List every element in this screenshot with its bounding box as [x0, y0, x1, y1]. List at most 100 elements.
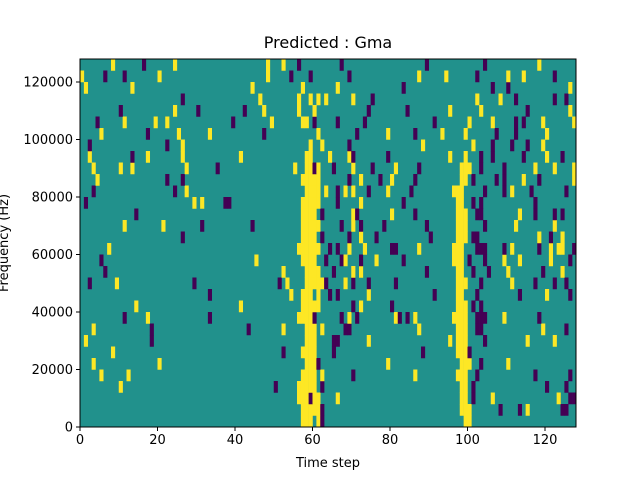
heatmap-cell: [308, 358, 313, 370]
heatmap-cell: [312, 323, 317, 336]
heatmap-cell: [471, 392, 476, 405]
heatmap-cell: [99, 369, 104, 382]
heatmap-cell: [552, 220, 557, 232]
y-tick-label: 20000: [32, 363, 73, 378]
heatmap-cell: [122, 116, 127, 129]
heatmap-cell: [459, 392, 464, 405]
heatmap-cell: [324, 277, 329, 290]
heatmap-cell: [250, 220, 255, 232]
heatmap-cell: [432, 116, 437, 129]
heatmap-cell: [564, 381, 569, 393]
heatmap-cell: [335, 289, 340, 301]
heatmap-cell: [471, 300, 476, 313]
heatmap-cell: [118, 381, 123, 393]
heatmap-cell: [479, 208, 484, 221]
heatmap-cell: [498, 93, 503, 106]
heatmap-cell: [475, 208, 480, 221]
heatmap-cell: [304, 231, 309, 244]
heatmap-cell: [304, 289, 309, 301]
heatmap-cell: [308, 185, 313, 198]
heatmap-cell: [359, 266, 364, 278]
heatmap-cell: [521, 151, 526, 163]
heatmap-cell: [304, 243, 309, 255]
heatmap-cell: [130, 82, 135, 94]
heatmap-cell: [479, 243, 484, 255]
heatmap-cell: [308, 277, 313, 290]
heatmap-cell: [525, 335, 530, 347]
heatmap-cell: [459, 335, 464, 347]
heatmap-cell: [308, 254, 313, 267]
heatmap-cell: [463, 162, 468, 175]
heatmap-cell: [486, 266, 492, 278]
heatmap-cell: [308, 162, 313, 175]
heatmap-cell: [556, 392, 561, 405]
heatmap-cell: [463, 335, 468, 347]
heatmap-cell: [471, 381, 476, 393]
heatmap-cell: [300, 231, 306, 244]
heatmap-cell: [312, 277, 317, 290]
heatmap-cell: [312, 392, 317, 405]
heatmap-cell: [320, 139, 325, 152]
heatmap-cell: [343, 323, 348, 336]
heatmap-cell: [308, 174, 313, 186]
heatmap-cell: [397, 312, 402, 324]
heatmap-cell: [308, 369, 313, 382]
heatmap-cell: [475, 312, 480, 324]
heatmap-cell: [304, 116, 309, 129]
heatmap-cell: [572, 243, 577, 255]
heatmap-cell: [227, 197, 232, 209]
heatmap-cell: [479, 300, 484, 313]
heatmap-cell: [467, 162, 472, 175]
heatmap-cell: [463, 277, 468, 290]
heatmap-cell: [80, 70, 85, 83]
heatmap-cell: [347, 151, 352, 163]
heatmap-cell: [533, 369, 538, 382]
heatmap-cell: [459, 369, 464, 382]
heatmap-cell: [459, 358, 464, 370]
heatmap-cell: [490, 82, 495, 94]
x-tick-label: 40: [227, 433, 244, 448]
heatmap-cell: [564, 323, 569, 336]
heatmap-cell: [564, 404, 569, 416]
heatmap-cell: [517, 208, 523, 221]
heatmap-cell: [254, 254, 259, 267]
heatmap-cell: [510, 139, 515, 152]
heatmap-cell: [281, 59, 286, 71]
heatmap-cell: [304, 415, 309, 428]
heatmap-cell: [475, 231, 480, 244]
heatmap-cell: [304, 312, 309, 324]
heatmap-cell: [91, 323, 96, 336]
heatmap-cell: [176, 128, 182, 140]
heatmap-cell: [347, 312, 352, 324]
heatmap-cell: [459, 266, 464, 278]
heatmap-cell: [339, 220, 344, 232]
heatmap-cell: [475, 70, 480, 83]
heatmap-cell: [300, 381, 306, 393]
heatmap-cell: [463, 346, 468, 359]
heatmap-cell: [312, 335, 317, 347]
heatmap-cell: [316, 197, 321, 209]
heatmap-cell: [316, 289, 321, 301]
heatmap-cell: [455, 266, 461, 278]
heatmap-cell: [215, 162, 220, 175]
heatmap-cell: [479, 151, 484, 163]
heatmap-cell: [424, 266, 430, 278]
heatmap-cell: [300, 392, 306, 405]
heatmap-cell: [393, 312, 399, 324]
heatmap-cell: [463, 208, 468, 221]
heatmap-cell: [545, 381, 550, 393]
heatmap-cell: [300, 254, 306, 267]
heatmap-cell: [122, 70, 127, 83]
heatmap-cell: [262, 128, 267, 140]
heatmap-cell: [316, 185, 321, 198]
x-tick-label: 80: [382, 433, 399, 448]
heatmap-cell: [459, 231, 464, 244]
heatmap-cell: [223, 197, 228, 209]
heatmap-cell: [351, 220, 356, 232]
heatmap-cell: [560, 266, 565, 278]
heatmap-cell: [281, 266, 286, 278]
x-axis-label: Time step: [295, 456, 360, 471]
heatmap-cell: [304, 300, 309, 313]
heatmap-cell: [157, 70, 162, 83]
heatmap-cell: [180, 93, 185, 106]
